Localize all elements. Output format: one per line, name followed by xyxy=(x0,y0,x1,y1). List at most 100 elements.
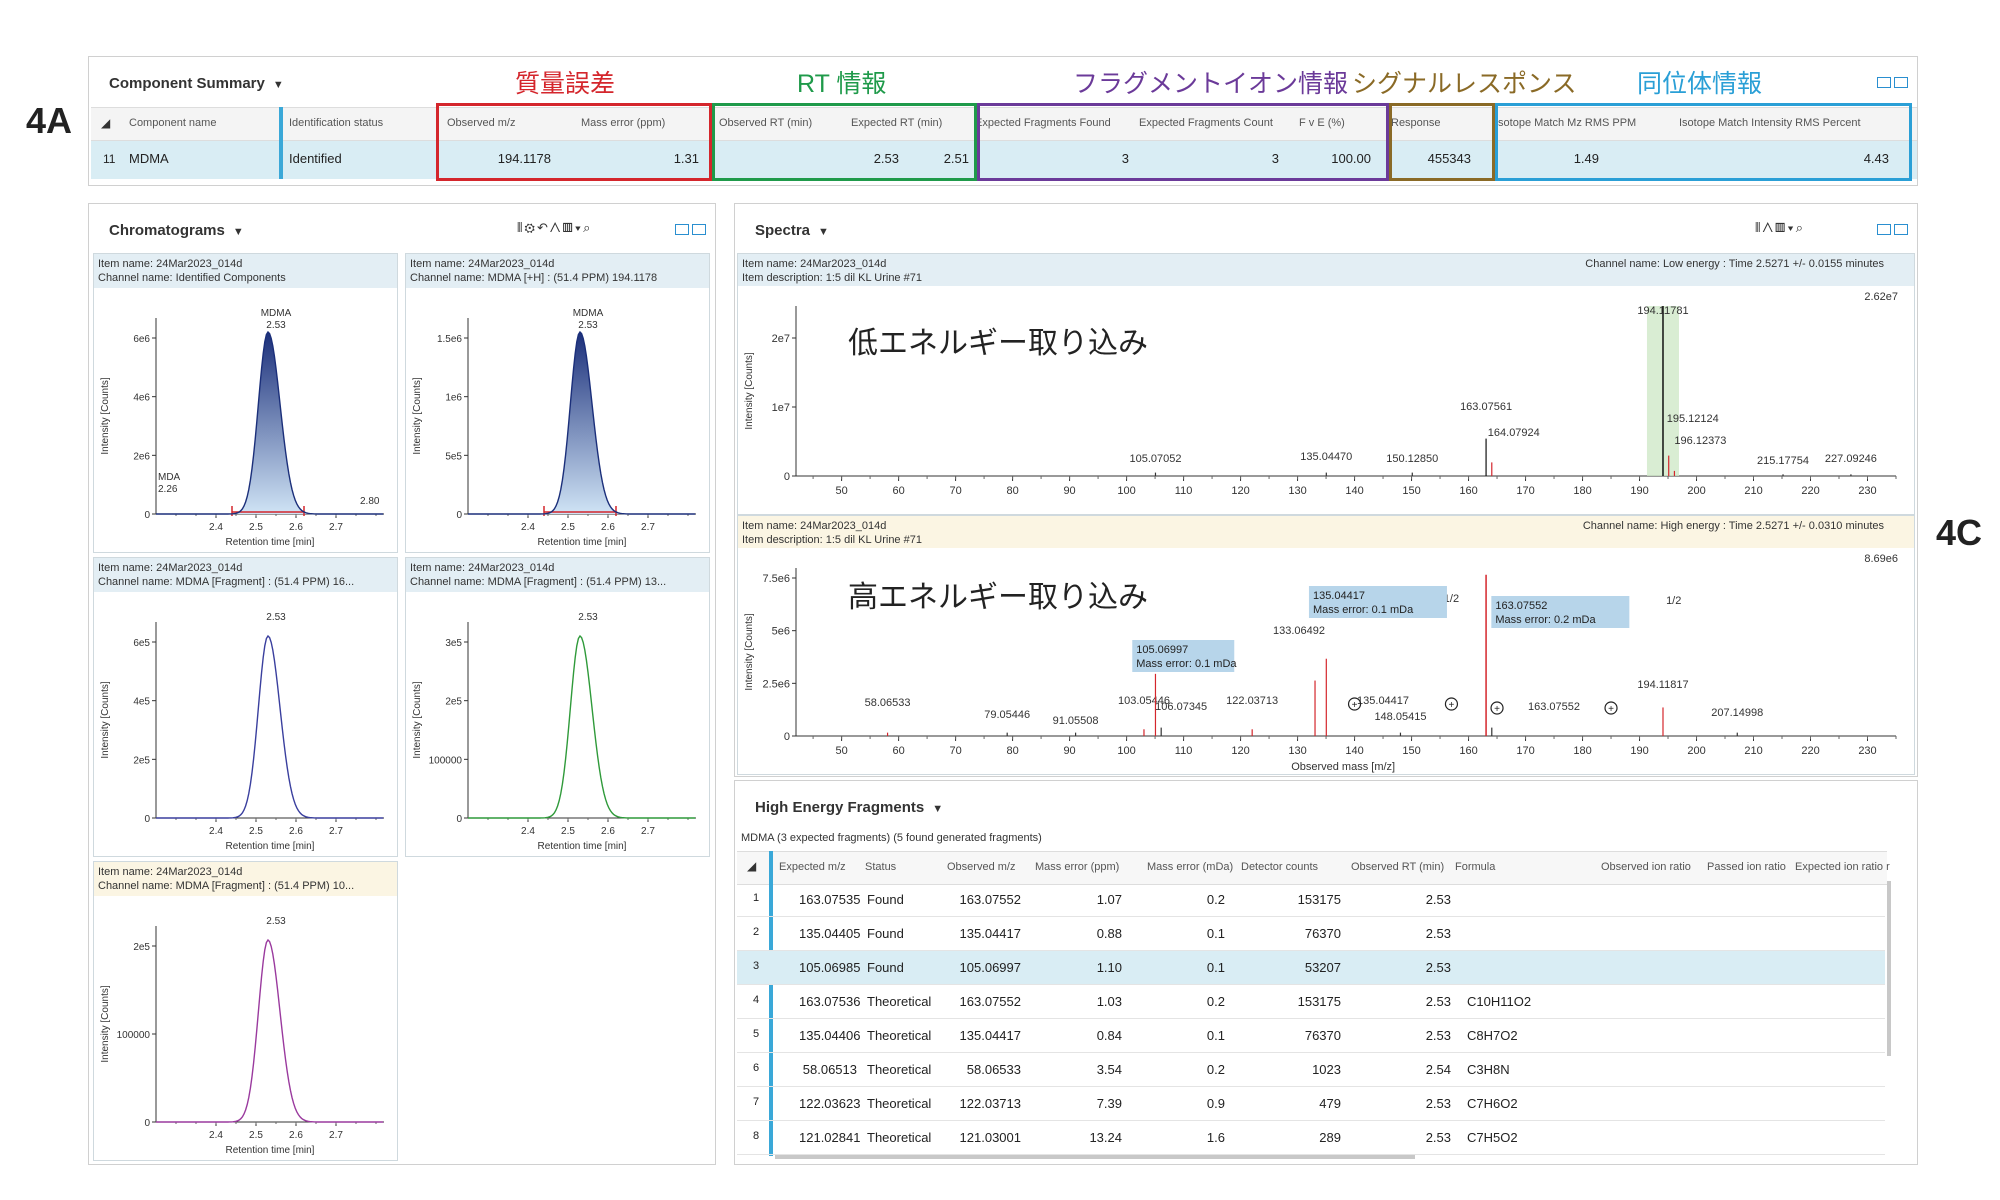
chrom-item-name: Item name: 24Mar2023_014d xyxy=(98,258,243,270)
x-tick-label: 60 xyxy=(892,745,904,757)
component-summary-title[interactable]: Component Summary ▼ xyxy=(109,75,284,92)
integrate-icon[interactable]: ⋀ xyxy=(549,220,563,235)
table-row[interactable]: 6 58.06513 Theoretical 58.06533 3.54 0.2 1023 2… xyxy=(737,1053,1885,1087)
fragment-header-6[interactable]: Observed RT (min) xyxy=(1351,861,1445,873)
chart-icon[interactable]: ▥ xyxy=(1774,220,1788,235)
table-row[interactable]: 8 121.02841 Theoretical 121.03001 13.24 1.6 28… xyxy=(737,1121,1885,1155)
zoom-icon[interactable]: ⌕ xyxy=(1795,220,1805,235)
table-cell: 53207 xyxy=(1304,960,1341,975)
summary-fragments-count: 3 xyxy=(1271,151,1279,166)
header-iso-mz[interactable]: Isotope Match Mz RMS PPM xyxy=(1495,117,1637,129)
table-row[interactable]: 5 135.04406 Theoretical 135.04417 0.84 0.1 763… xyxy=(737,1019,1885,1053)
chromatogram-svg-3: 6e5 4e5 2e5 0 2.4 2.5 2.6 2.7 Retention time [mi… xyxy=(100,612,384,852)
peak-icon[interactable]: ⫴ xyxy=(517,220,525,235)
low-energy-spectrum[interactable]: Item name: 24Mar2023_014d Item descriptio… xyxy=(737,253,1915,515)
fragment-header-8[interactable]: Observed ion ratio xyxy=(1601,861,1691,873)
table-cell: 58.06513 xyxy=(802,1062,857,1077)
minimize-icon[interactable] xyxy=(1877,77,1891,88)
minimize-icon[interactable] xyxy=(675,224,689,235)
fragment-header-2[interactable]: Observed m/z xyxy=(947,861,1016,873)
x-tick-label: 70 xyxy=(949,745,961,757)
peak-icon[interactable]: ⫴ xyxy=(1755,220,1763,235)
table-cell: 122.03713 xyxy=(959,1096,1021,1111)
chevron-down-icon[interactable]: ▾ xyxy=(1787,220,1796,235)
spectra-title[interactable]: Spectra ▼ xyxy=(755,222,829,239)
fragment-header-10[interactable]: Expected ion ratio r xyxy=(1795,861,1890,873)
header-observed-mz[interactable]: Observed m/z xyxy=(447,117,516,129)
window-buttons[interactable] xyxy=(675,222,709,236)
ratio-label: 1/2 xyxy=(1666,595,1681,607)
x-tick-label: 2.5 xyxy=(561,522,575,533)
high-energy-spectrum[interactable]: Item name: 24Mar2023_014d Item descriptio… xyxy=(737,515,1915,775)
header-iso-int[interactable]: Isotope Match Intensity RMS Percent xyxy=(1679,117,1861,129)
table-cell: 2.53 xyxy=(1425,960,1451,975)
maximize-icon[interactable] xyxy=(1894,224,1908,235)
table-row[interactable]: 7 122.03623 Theoretical 122.03713 7.39 0.9 479… xyxy=(737,1087,1885,1121)
vertical-scrollbar[interactable] xyxy=(1887,881,1891,1056)
header-component-name[interactable]: Component name xyxy=(129,117,217,129)
sort-icon[interactable]: ◢ xyxy=(101,116,111,130)
late-peak-label: 2.80 xyxy=(360,496,380,507)
zoom-icon[interactable]: ⌕ xyxy=(583,220,593,235)
fragment-header-4[interactable]: Mass error (mDa) xyxy=(1147,861,1234,873)
window-buttons[interactable] xyxy=(1877,222,1911,236)
header-fragments-count[interactable]: Expected Fragments Count xyxy=(1139,117,1273,129)
minimize-icon[interactable] xyxy=(1877,224,1891,235)
window-buttons[interactable] xyxy=(1877,75,1911,89)
table-cell: Found xyxy=(867,960,904,975)
table-row[interactable]: 4 163.07536 Theoretical 163.07552 1.03 0.2 153… xyxy=(737,985,1885,1019)
chevron-down-icon[interactable]: ▾ xyxy=(574,220,584,235)
header-expected-rt[interactable]: Expected RT (min) xyxy=(851,117,943,129)
y-tick-label: 0 xyxy=(784,731,790,743)
fragment-header-5[interactable]: Detector counts xyxy=(1241,861,1319,873)
x-tick-label: 2.5 xyxy=(249,1130,263,1141)
peak-label: 163.07552 xyxy=(1528,701,1580,713)
integrate-icon[interactable]: ⋀ xyxy=(1762,220,1775,235)
chromatogram-plot-2[interactable]: Item name: 24Mar2023_014d Channel name: M… xyxy=(405,253,710,553)
maximize-icon[interactable] xyxy=(692,224,706,235)
horizontal-scrollbar[interactable] xyxy=(775,1155,1415,1159)
header-fve[interactable]: F v E (%) xyxy=(1299,117,1345,129)
table-row[interactable]: 1 163.07535 Found 163.07552 1.07 0.2 153175 2.5… xyxy=(737,883,1885,917)
sort-icon[interactable]: ◢ xyxy=(747,859,757,873)
chromatogram-toolbar[interactable]: ⫴⚙↶⋀▥▾⌕ xyxy=(517,220,592,236)
gear-icon[interactable]: ⚙ xyxy=(524,220,537,235)
header-observed-rt[interactable]: Observed RT (min) xyxy=(719,117,813,129)
fragment-header-0[interactable]: Expected m/z xyxy=(779,861,846,873)
table-cell: 135.04417 xyxy=(959,926,1021,941)
peak-rt-label: 2.53 xyxy=(266,320,286,331)
header-identification-status[interactable]: Identification status xyxy=(289,117,384,129)
table-cell: 0.2 xyxy=(1206,1062,1225,1077)
table-cell: 0.84 xyxy=(1096,1028,1122,1043)
chart-icon[interactable]: ▥ xyxy=(562,220,575,235)
y-axis-label: Intensity [Counts] xyxy=(412,681,423,758)
header-fragments-found[interactable]: Expected Fragments Found xyxy=(975,117,1111,129)
summary-identification-status: Identified xyxy=(289,151,342,166)
chromatogram-plot-5[interactable]: Item name: 24Mar2023_014d Channel name: M… xyxy=(93,861,398,1161)
header-response[interactable]: Response xyxy=(1391,117,1441,129)
table-row[interactable]: 3 105.06985 Found 105.06997 1.10 0.1 53207 2.53 xyxy=(737,951,1885,985)
chevron-down-icon: ▼ xyxy=(818,226,829,238)
table-cell: 105.06985 xyxy=(799,960,861,975)
y-axis-label: Intensity [Counts] xyxy=(744,613,755,690)
spectra-toolbar[interactable]: ⫴⋀▥▾⌕ xyxy=(1755,220,1805,236)
table-cell: 2.53 xyxy=(1425,892,1451,907)
y-tick-label: 100000 xyxy=(429,755,463,766)
low-item-name: Item name: 24Mar2023_014d xyxy=(742,258,887,270)
fragment-header-9[interactable]: Passed ion ratio xyxy=(1707,861,1786,873)
fragment-header-3[interactable]: Mass error (ppm) xyxy=(1035,861,1120,873)
table-cell: 479 xyxy=(1319,1096,1341,1111)
chromatogram-plot-4[interactable]: Item name: 24Mar2023_014d Channel name: M… xyxy=(405,557,710,857)
fragments-title[interactable]: High Energy Fragments ▼ xyxy=(755,799,944,816)
header-mass-error-ppm[interactable]: Mass error (ppm) xyxy=(581,117,666,129)
summary-data-row[interactable] xyxy=(91,141,1917,179)
table-row[interactable]: 2 135.04405 Found 135.04417 0.88 0.1 76370 2.53 xyxy=(737,917,1885,951)
chromatogram-plot-3[interactable]: Item name: 24Mar2023_014d Channel name: M… xyxy=(93,557,398,857)
fragment-header-7[interactable]: Formula xyxy=(1455,861,1496,873)
summary-fragments-found: 3 xyxy=(1121,151,1129,166)
undo-icon[interactable]: ↶ xyxy=(537,220,550,235)
maximize-icon[interactable] xyxy=(1894,77,1908,88)
fragment-header-1[interactable]: Status xyxy=(865,861,897,873)
chromatograms-title[interactable]: Chromatograms ▼ xyxy=(109,222,244,239)
chromatogram-plot-1[interactable]: Item name: 24Mar2023_014d Channel name: I… xyxy=(93,253,398,553)
